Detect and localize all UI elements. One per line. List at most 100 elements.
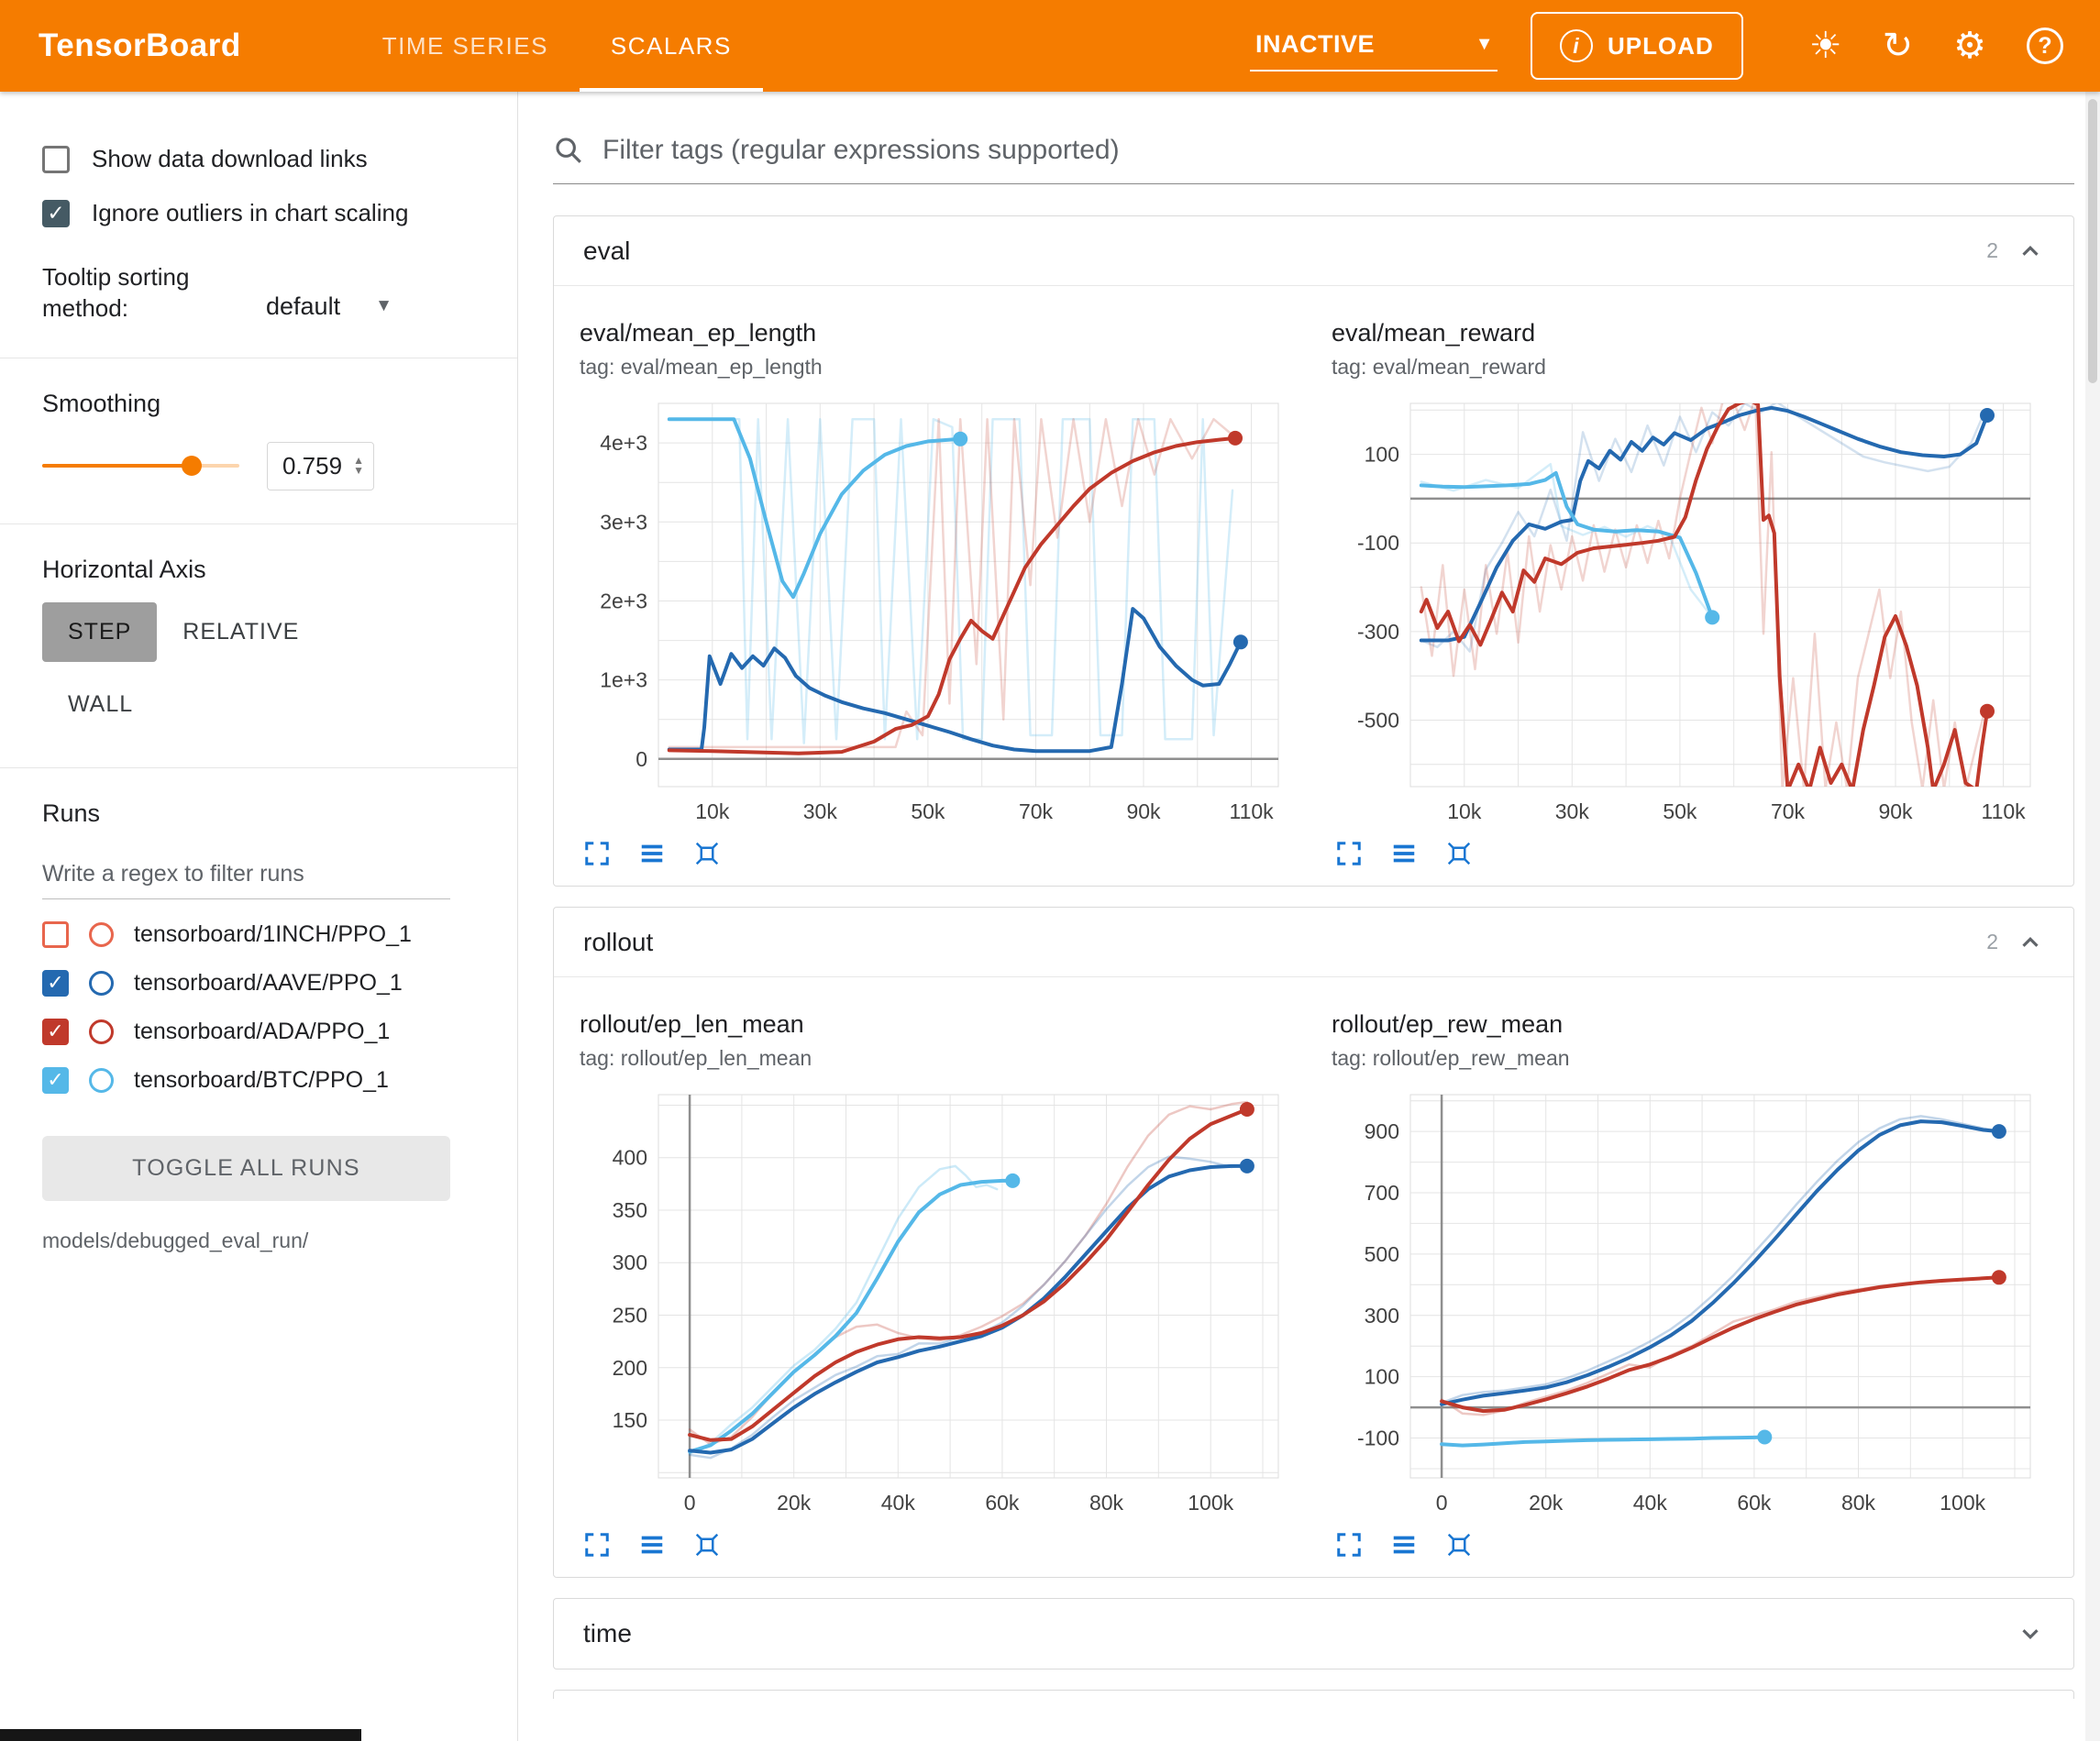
status-dropdown[interactable]: INACTIVE ▼ bbox=[1250, 21, 1498, 72]
run-checkbox-icon[interactable]: ✓ bbox=[42, 1067, 69, 1094]
expand-chart-icon[interactable] bbox=[583, 840, 611, 867]
svg-text:400: 400 bbox=[613, 1146, 647, 1170]
tab-scalars[interactable]: SCALARS bbox=[580, 0, 763, 92]
fit-domain-icon[interactable] bbox=[1445, 840, 1473, 867]
tab-time-series[interactable]: TIME SERIES bbox=[351, 0, 580, 92]
page-body: Show data download links ✓ Ignore outlie… bbox=[0, 92, 2100, 1741]
expand-chart-icon[interactable] bbox=[1335, 1531, 1363, 1559]
run-list: tensorboard/1INCH/PPO_1 ✓ tensorboard/AA… bbox=[42, 921, 517, 1094]
svg-text:250: 250 bbox=[613, 1304, 647, 1328]
status-dropdown-value: INACTIVE bbox=[1255, 30, 1375, 59]
refresh-icon[interactable]: ↻ bbox=[1883, 28, 1914, 64]
run-radio-icon[interactable] bbox=[89, 971, 114, 996]
fit-domain-icon[interactable] bbox=[693, 840, 721, 867]
svg-text:350: 350 bbox=[613, 1198, 647, 1222]
run-row-aave[interactable]: ✓ tensorboard/AAVE/PPO_1 bbox=[42, 970, 517, 997]
section-title: time bbox=[583, 1619, 1998, 1648]
run-label: tensorboard/ADA/PPO_1 bbox=[134, 1019, 390, 1045]
divider bbox=[0, 523, 517, 524]
eval-charts-row: eval/mean_ep_length tag: eval/mean_ep_le… bbox=[554, 286, 2073, 886]
run-radio-icon[interactable] bbox=[89, 922, 114, 947]
expand-chart-icon[interactable] bbox=[1335, 840, 1363, 867]
chart-title: eval/mean_ep_length bbox=[580, 319, 1295, 347]
show-download-links-checkbox[interactable]: Show data download links bbox=[42, 145, 517, 173]
ignore-outliers-checkbox[interactable]: ✓ Ignore outliers in chart scaling bbox=[42, 199, 517, 227]
svg-text:10k: 10k bbox=[695, 799, 730, 823]
svg-text:10k: 10k bbox=[1447, 799, 1482, 823]
smoothing-value: 0.759 bbox=[282, 452, 342, 480]
upload-button[interactable]: i UPLOAD bbox=[1531, 12, 1743, 80]
chart-toolbar bbox=[580, 831, 1295, 871]
svg-text:300: 300 bbox=[1365, 1304, 1399, 1328]
runs-label: Runs bbox=[42, 799, 517, 828]
run-row-btc[interactable]: ✓ tensorboard/BTC/PPO_1 bbox=[42, 1067, 517, 1094]
settings-gear-icon[interactable]: ⚙ bbox=[1953, 28, 1986, 64]
run-row-ada[interactable]: ✓ tensorboard/ADA/PPO_1 bbox=[42, 1019, 517, 1045]
section-rollout-header[interactable]: rollout 2 bbox=[554, 908, 2073, 977]
dashboard-main: eval 2 eval/mean_ep_length tag: eval/mea… bbox=[518, 92, 2100, 1741]
svg-text:50k: 50k bbox=[1663, 799, 1697, 823]
vertical-scrollbar[interactable] bbox=[2085, 92, 2100, 1741]
section-time-header[interactable]: time bbox=[554, 1599, 2073, 1669]
show-download-links-label: Show data download links bbox=[92, 145, 368, 173]
run-checkbox-icon[interactable] bbox=[42, 921, 69, 948]
tooltip-sorting-select[interactable]: default ▼ bbox=[266, 292, 392, 325]
run-checkbox-icon[interactable]: ✓ bbox=[42, 970, 69, 997]
svg-text:2e+3: 2e+3 bbox=[600, 590, 647, 613]
runs-filter-input[interactable] bbox=[42, 852, 450, 899]
horizontal-scrollbar-thumb[interactable] bbox=[0, 1729, 361, 1741]
fit-domain-icon[interactable] bbox=[1445, 1531, 1473, 1559]
svg-text:100k: 100k bbox=[1940, 1491, 1985, 1515]
line-chart-canvas[interactable]: 020k40k60k80k100k150200250300350400 bbox=[580, 1082, 1295, 1522]
run-radio-icon[interactable] bbox=[89, 1019, 114, 1044]
collapse-chevron-up-icon[interactable] bbox=[2017, 237, 2044, 265]
smoothing-value-input[interactable]: 0.759 ▲▼ bbox=[267, 442, 374, 490]
svg-text:20k: 20k bbox=[777, 1491, 812, 1515]
chart-toolbar bbox=[1332, 831, 2047, 871]
log-scale-icon[interactable] bbox=[638, 840, 666, 867]
line-chart-canvas[interactable]: 10k30k50k70k90k110k01e+32e+33e+34e+3 bbox=[580, 391, 1295, 831]
scrollbar-thumb[interactable] bbox=[2088, 99, 2097, 383]
svg-text:-300: -300 bbox=[1357, 620, 1399, 644]
slider-thumb[interactable] bbox=[182, 456, 202, 476]
line-chart-canvas[interactable]: 10k30k50k70k90k110k100-100-300-500 bbox=[1332, 391, 2047, 831]
chart-eval-mean-reward: eval/mean_reward tag: eval/mean_reward 1… bbox=[1332, 319, 2047, 871]
svg-text:0: 0 bbox=[636, 747, 647, 771]
collapse-chevron-up-icon[interactable] bbox=[2017, 929, 2044, 956]
chart-title: eval/mean_reward bbox=[1332, 319, 2047, 347]
run-group-path: models/debugged_eval_run/ bbox=[42, 1229, 517, 1253]
svg-text:30k: 30k bbox=[1555, 799, 1590, 823]
tag-filter-input[interactable] bbox=[601, 134, 2074, 167]
axis-step-button[interactable]: STEP bbox=[42, 602, 157, 662]
expand-chart-icon[interactable] bbox=[583, 1531, 611, 1559]
theme-toggle-sun-icon[interactable]: ☀ bbox=[1809, 28, 1842, 64]
svg-text:70k: 70k bbox=[1019, 799, 1054, 823]
run-radio-icon[interactable] bbox=[89, 1068, 114, 1093]
axis-relative-button[interactable]: RELATIVE bbox=[157, 602, 325, 662]
section-eval-header[interactable]: eval 2 bbox=[554, 216, 2073, 286]
line-chart-canvas[interactable]: 020k40k60k80k100k-100100300500700900 bbox=[1332, 1082, 2047, 1522]
help-icon[interactable]: ? bbox=[2027, 28, 2063, 64]
chart-toolbar bbox=[580, 1522, 1295, 1562]
log-scale-icon[interactable] bbox=[1390, 840, 1418, 867]
run-checkbox-icon[interactable]: ✓ bbox=[42, 1019, 69, 1045]
svg-text:-100: -100 bbox=[1357, 1427, 1399, 1450]
checkbox-checked-icon: ✓ bbox=[42, 200, 70, 227]
expand-chevron-down-icon[interactable] bbox=[2017, 1620, 2044, 1647]
stepper-arrows-icon[interactable]: ▲▼ bbox=[353, 456, 364, 477]
svg-text:90k: 90k bbox=[1878, 799, 1913, 823]
log-scale-icon[interactable] bbox=[1390, 1531, 1418, 1559]
chart-rollout-ep-len-mean: rollout/ep_len_mean tag: rollout/ep_len_… bbox=[580, 1010, 1295, 1562]
run-row-1inch[interactable]: tensorboard/1INCH/PPO_1 bbox=[42, 921, 517, 948]
toggle-all-runs-button[interactable]: TOGGLE ALL RUNS bbox=[42, 1136, 450, 1201]
svg-text:300: 300 bbox=[613, 1251, 647, 1274]
svg-text:900: 900 bbox=[1365, 1119, 1399, 1143]
rollout-charts-row: rollout/ep_len_mean tag: rollout/ep_len_… bbox=[554, 977, 2073, 1577]
svg-text:20k: 20k bbox=[1529, 1491, 1564, 1515]
axis-wall-button[interactable]: WALL bbox=[42, 675, 159, 734]
run-label: tensorboard/1INCH/PPO_1 bbox=[134, 921, 412, 948]
smoothing-slider[interactable] bbox=[42, 449, 239, 482]
svg-text:4e+3: 4e+3 bbox=[600, 431, 647, 455]
fit-domain-icon[interactable] bbox=[693, 1531, 721, 1559]
log-scale-icon[interactable] bbox=[638, 1531, 666, 1559]
